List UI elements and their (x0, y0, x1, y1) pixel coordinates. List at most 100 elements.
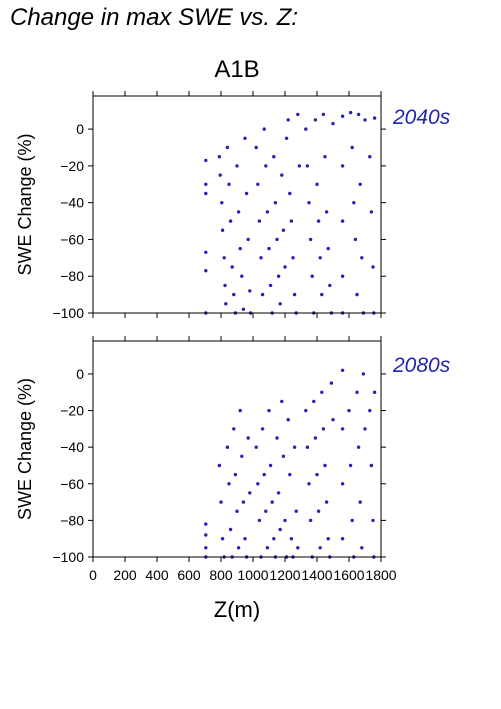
data-point (225, 445, 230, 449)
data-point (260, 427, 265, 431)
data-point (286, 418, 290, 422)
data-point (312, 399, 316, 404)
data-point (248, 289, 252, 293)
data-point (204, 182, 208, 186)
data-point (372, 116, 377, 120)
period-label-2080s: 2080s (393, 354, 451, 377)
data-point (278, 527, 282, 532)
data-point (360, 546, 364, 550)
data-point (291, 256, 295, 260)
data-point (288, 191, 292, 196)
data-point (372, 390, 377, 394)
data-point (340, 164, 345, 168)
data-point (265, 210, 270, 214)
x-axis-label: Z(m) (214, 597, 260, 622)
data-point (225, 145, 230, 150)
data-point (356, 445, 361, 449)
data-point (204, 522, 208, 526)
data-point (296, 112, 300, 117)
data-point (280, 173, 284, 177)
data-point (350, 518, 354, 523)
data-point (262, 472, 266, 477)
data-point (228, 219, 233, 223)
data-point (307, 482, 311, 486)
data-point (355, 390, 359, 394)
data-point (304, 127, 308, 131)
data-point (267, 408, 271, 413)
x-tick-label: 1200 (269, 567, 300, 583)
data-point (369, 210, 374, 214)
data-point (280, 399, 284, 404)
data-point (276, 491, 281, 495)
data-point (273, 201, 278, 205)
data-point (257, 518, 262, 523)
data-point (328, 283, 332, 288)
data-point (348, 463, 353, 468)
data-point (348, 110, 353, 115)
data-point (340, 482, 345, 486)
data-point (278, 302, 282, 306)
scatter-panel-2040s: 0 −20 −40 −60 −80 −100 SWE Change (%) (15, 91, 386, 321)
data-point (227, 182, 231, 186)
data-point (218, 173, 222, 177)
data-point (286, 118, 290, 122)
y-tick-label: −20 (60, 403, 84, 419)
data-point (316, 219, 321, 223)
data-point (326, 537, 330, 541)
data-point (224, 302, 228, 306)
data-point (232, 427, 236, 431)
data-point (356, 112, 361, 117)
data-point (292, 292, 297, 297)
data-point (320, 292, 324, 297)
data-point (358, 500, 362, 504)
data-point (350, 145, 354, 150)
data-point (288, 472, 292, 477)
data-point (220, 537, 225, 541)
data-point (272, 155, 276, 159)
data-point (219, 500, 223, 504)
data-point (308, 237, 313, 242)
data-point (340, 274, 345, 278)
data-point (313, 118, 318, 122)
data-point (294, 509, 298, 513)
y-tick-label: 0 (76, 121, 84, 137)
data-point (292, 445, 297, 449)
data-point (243, 136, 247, 140)
data-point (265, 546, 270, 550)
data-point (244, 191, 249, 196)
x-tick-label: 1600 (333, 567, 364, 583)
data-point (369, 463, 374, 468)
y-tick-label: −100 (52, 549, 84, 565)
data-point (347, 408, 351, 413)
data-point (248, 491, 252, 495)
data-point (281, 454, 286, 458)
data-point (262, 127, 266, 131)
y-axis-label: SWE Change (%) (15, 133, 35, 275)
data-point (340, 368, 345, 372)
data-point (283, 518, 287, 523)
data-point (204, 546, 208, 550)
data-point (267, 246, 271, 251)
data-point (305, 164, 310, 168)
data-point (204, 191, 208, 196)
data-points (204, 368, 377, 559)
page-title: Change in max SWE vs. Z: (10, 4, 299, 31)
data-point (371, 518, 375, 523)
data-point (217, 463, 222, 468)
data-point (243, 537, 247, 541)
data-point (340, 114, 345, 118)
data-point (331, 418, 335, 422)
data-point (204, 158, 208, 163)
data-point (236, 210, 241, 214)
y-tick-label: −80 (60, 512, 84, 528)
data-point (310, 274, 314, 278)
scatter-panel-2080s: 0 −20 −40 −60 −80 −100 0 200 400 600 800 1000 1200 14… (15, 336, 397, 622)
data-point (304, 408, 308, 413)
data-point (340, 537, 345, 541)
data-point (240, 274, 244, 278)
period-label-2040s: 2040s (393, 106, 451, 129)
data-point (264, 164, 268, 168)
data-point (275, 237, 279, 242)
data-point (316, 509, 321, 513)
